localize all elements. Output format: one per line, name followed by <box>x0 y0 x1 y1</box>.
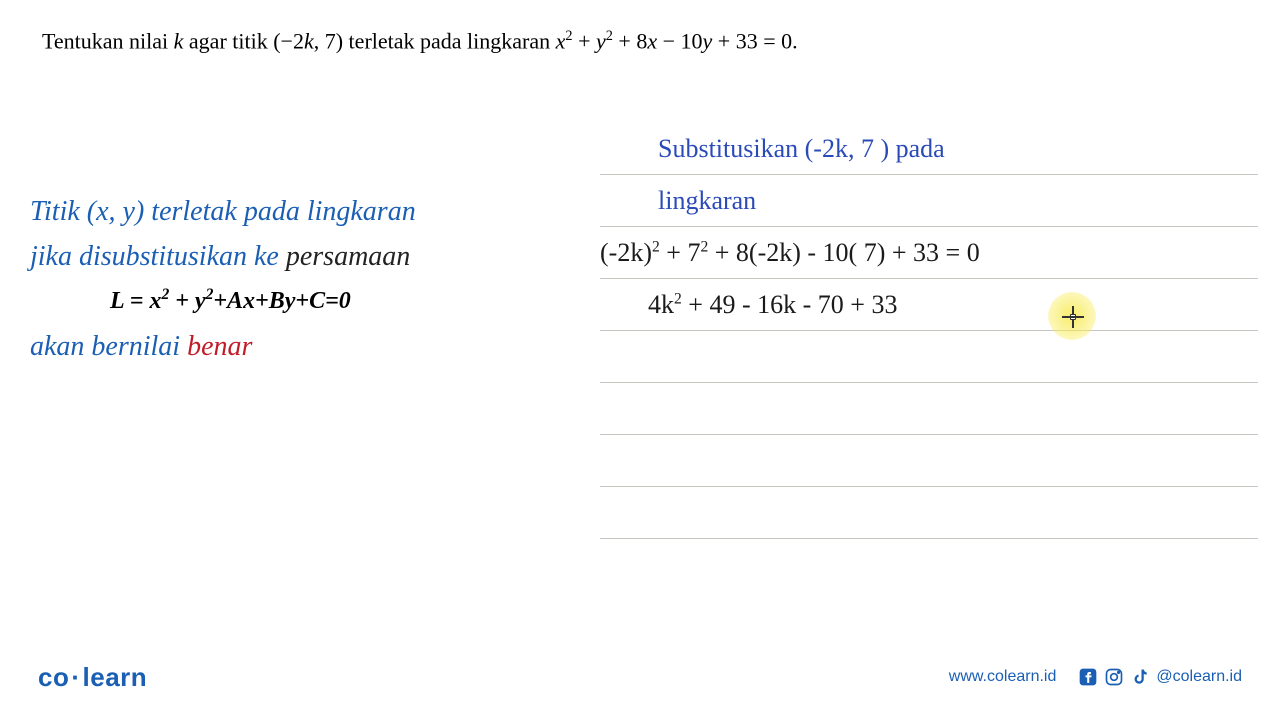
explain-line2: jika disubstitusikan ke persamaan <box>30 235 580 280</box>
logo: co·learn <box>38 662 147 693</box>
ruled-line <box>600 174 1258 175</box>
problem-text: Tentukan nilai <box>42 28 174 53</box>
explain-line1: Titik (x, y) terletak pada lingkaran <box>30 190 580 235</box>
work-line1: Substitusikan (-2k, 7 ) pada <box>658 134 945 164</box>
footer: co·learn www.colearn.id @colearn.id <box>38 662 1242 692</box>
circle-formula: L = x2 + y2+Ax+By+C=0 <box>110 286 580 315</box>
ruled-line <box>600 382 1258 383</box>
ruled-line <box>600 278 1258 279</box>
social-icons: @colearn.id <box>1078 667 1242 687</box>
problem-statement: Tentukan nilai k agar titik (−2k, 7) ter… <box>42 28 1238 54</box>
work-line3: (-2k)2 + 72 + 8(-2k) - 10( 7) + 33 = 0 <box>600 238 980 268</box>
footer-url: www.colearn.id <box>949 668 1057 686</box>
footer-right: www.colearn.id @colearn.id <box>949 667 1242 687</box>
explanation-panel: Titik (x, y) terletak pada lingkaran jik… <box>30 190 580 369</box>
ruled-line <box>600 226 1258 227</box>
social-handle: @colearn.id <box>1156 668 1242 686</box>
work-line2: lingkaran <box>658 186 756 216</box>
var-k: k <box>174 28 184 53</box>
ruled-line <box>600 330 1258 331</box>
facebook-icon <box>1078 667 1098 687</box>
ruled-line <box>600 538 1258 539</box>
ruled-line <box>600 486 1258 487</box>
tiktok-icon <box>1130 667 1150 687</box>
working-panel: Substitusikan (-2k, 7 ) pada lingkaran (… <box>600 118 1268 608</box>
ruled-line <box>600 434 1258 435</box>
instagram-icon <box>1104 667 1124 687</box>
explain-line3: akan bernilai benar <box>30 325 580 370</box>
work-line4: 4k2 + 49 - 16k - 70 + 33 <box>648 290 897 320</box>
